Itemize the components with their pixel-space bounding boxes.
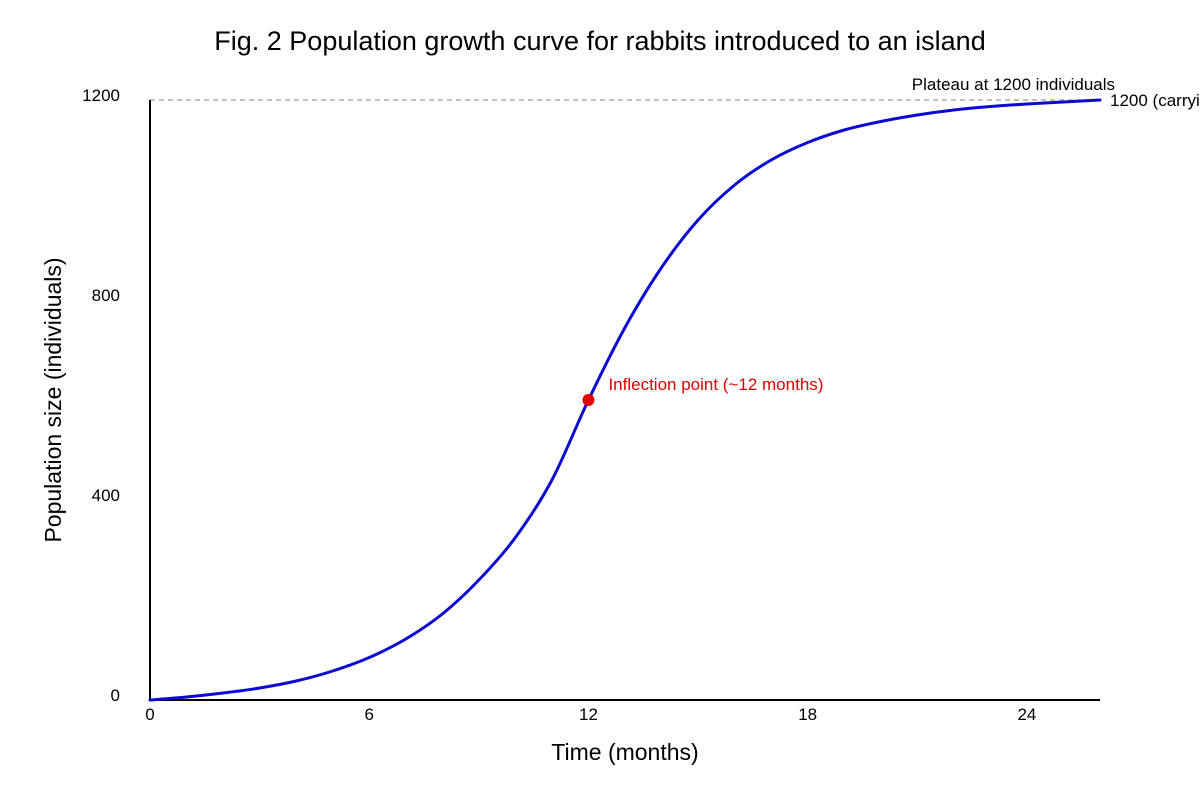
chart-title: Fig. 2 Population growth curve for rabbi… [214, 26, 985, 56]
x-axis-ticks: 0 6 12 18 24 [145, 705, 1036, 724]
x-tick-label-2: 12 [579, 705, 598, 724]
y-tick-label-1: 400 [92, 486, 120, 505]
x-tick-label-1: 6 [364, 705, 373, 724]
y-tick-label-2: 800 [92, 286, 120, 305]
plateau-annotation: Plateau at 1200 individuals [912, 75, 1115, 94]
inflection-point-label: Inflection point (~12 months) [608, 375, 823, 394]
inflection-point-marker [582, 394, 595, 406]
y-axis-ticks: 0 400 800 1200 [82, 86, 120, 705]
x-tick-label-4: 24 [1017, 705, 1036, 724]
y-axis-label: Population size (individuals) [40, 257, 66, 542]
x-tick-label-0: 0 [145, 705, 154, 724]
x-tick-label-3: 18 [798, 705, 817, 724]
y-tick-label-3: 1200 [82, 86, 120, 105]
carrying-capacity-end-label: 1200 (carrying capacity) [1110, 91, 1200, 110]
population-curve [148, 98, 1102, 702]
y-tick-label-0: 0 [111, 686, 120, 705]
x-axis-label: Time (months) [551, 739, 698, 765]
